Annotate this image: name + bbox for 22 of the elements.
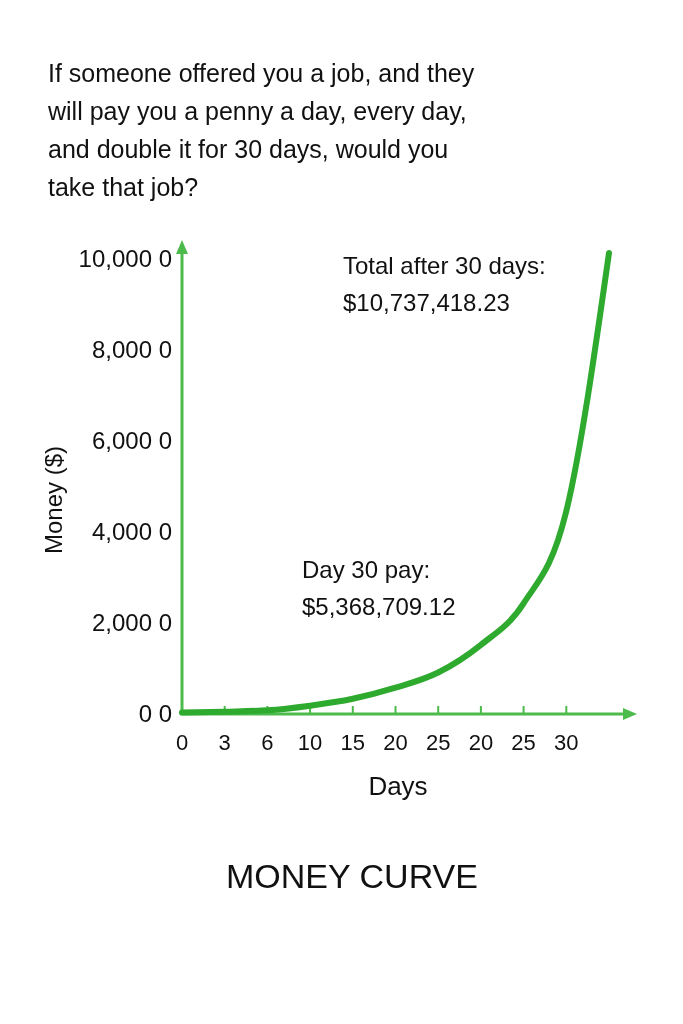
x-tick-label: 6 <box>261 730 274 755</box>
x-tick-label: 30 <box>554 730 579 755</box>
text: 10,000 0 <box>78 245 172 272</box>
text: 2,000 0 <box>91 609 172 636</box>
y-axis-title: Money ($) <box>40 445 67 555</box>
x-axis-title: Days <box>368 771 428 801</box>
chart-title: If someone offered you a job, and they will pay you a penny a day, every day, and double it for 30 days, would you take that job? <box>47 59 475 201</box>
text: 6,000 0 <box>91 427 172 454</box>
x-tick-label: 25 <box>425 730 451 755</box>
text: 8,000 0 <box>91 336 172 363</box>
annotation: Day 30 pay: $5,368,709.12 <box>302 556 456 620</box>
x-tick-label: 20 <box>383 730 408 755</box>
x-tick-label: 3 <box>218 730 231 755</box>
annotation: Total after 30 days: $10,737,418.23 <box>343 252 546 316</box>
x-tick-label: 0 <box>175 730 189 755</box>
x-tick-label: 15 <box>340 730 366 755</box>
x-tick-label: 10 <box>297 730 323 755</box>
text: MONEY CURVE <box>226 857 478 895</box>
x-tick-label: 25 <box>511 730 536 755</box>
x-tick-label: 20 <box>468 730 494 755</box>
text: 4,000 0 <box>91 518 172 545</box>
text: 0 0 <box>138 700 172 727</box>
